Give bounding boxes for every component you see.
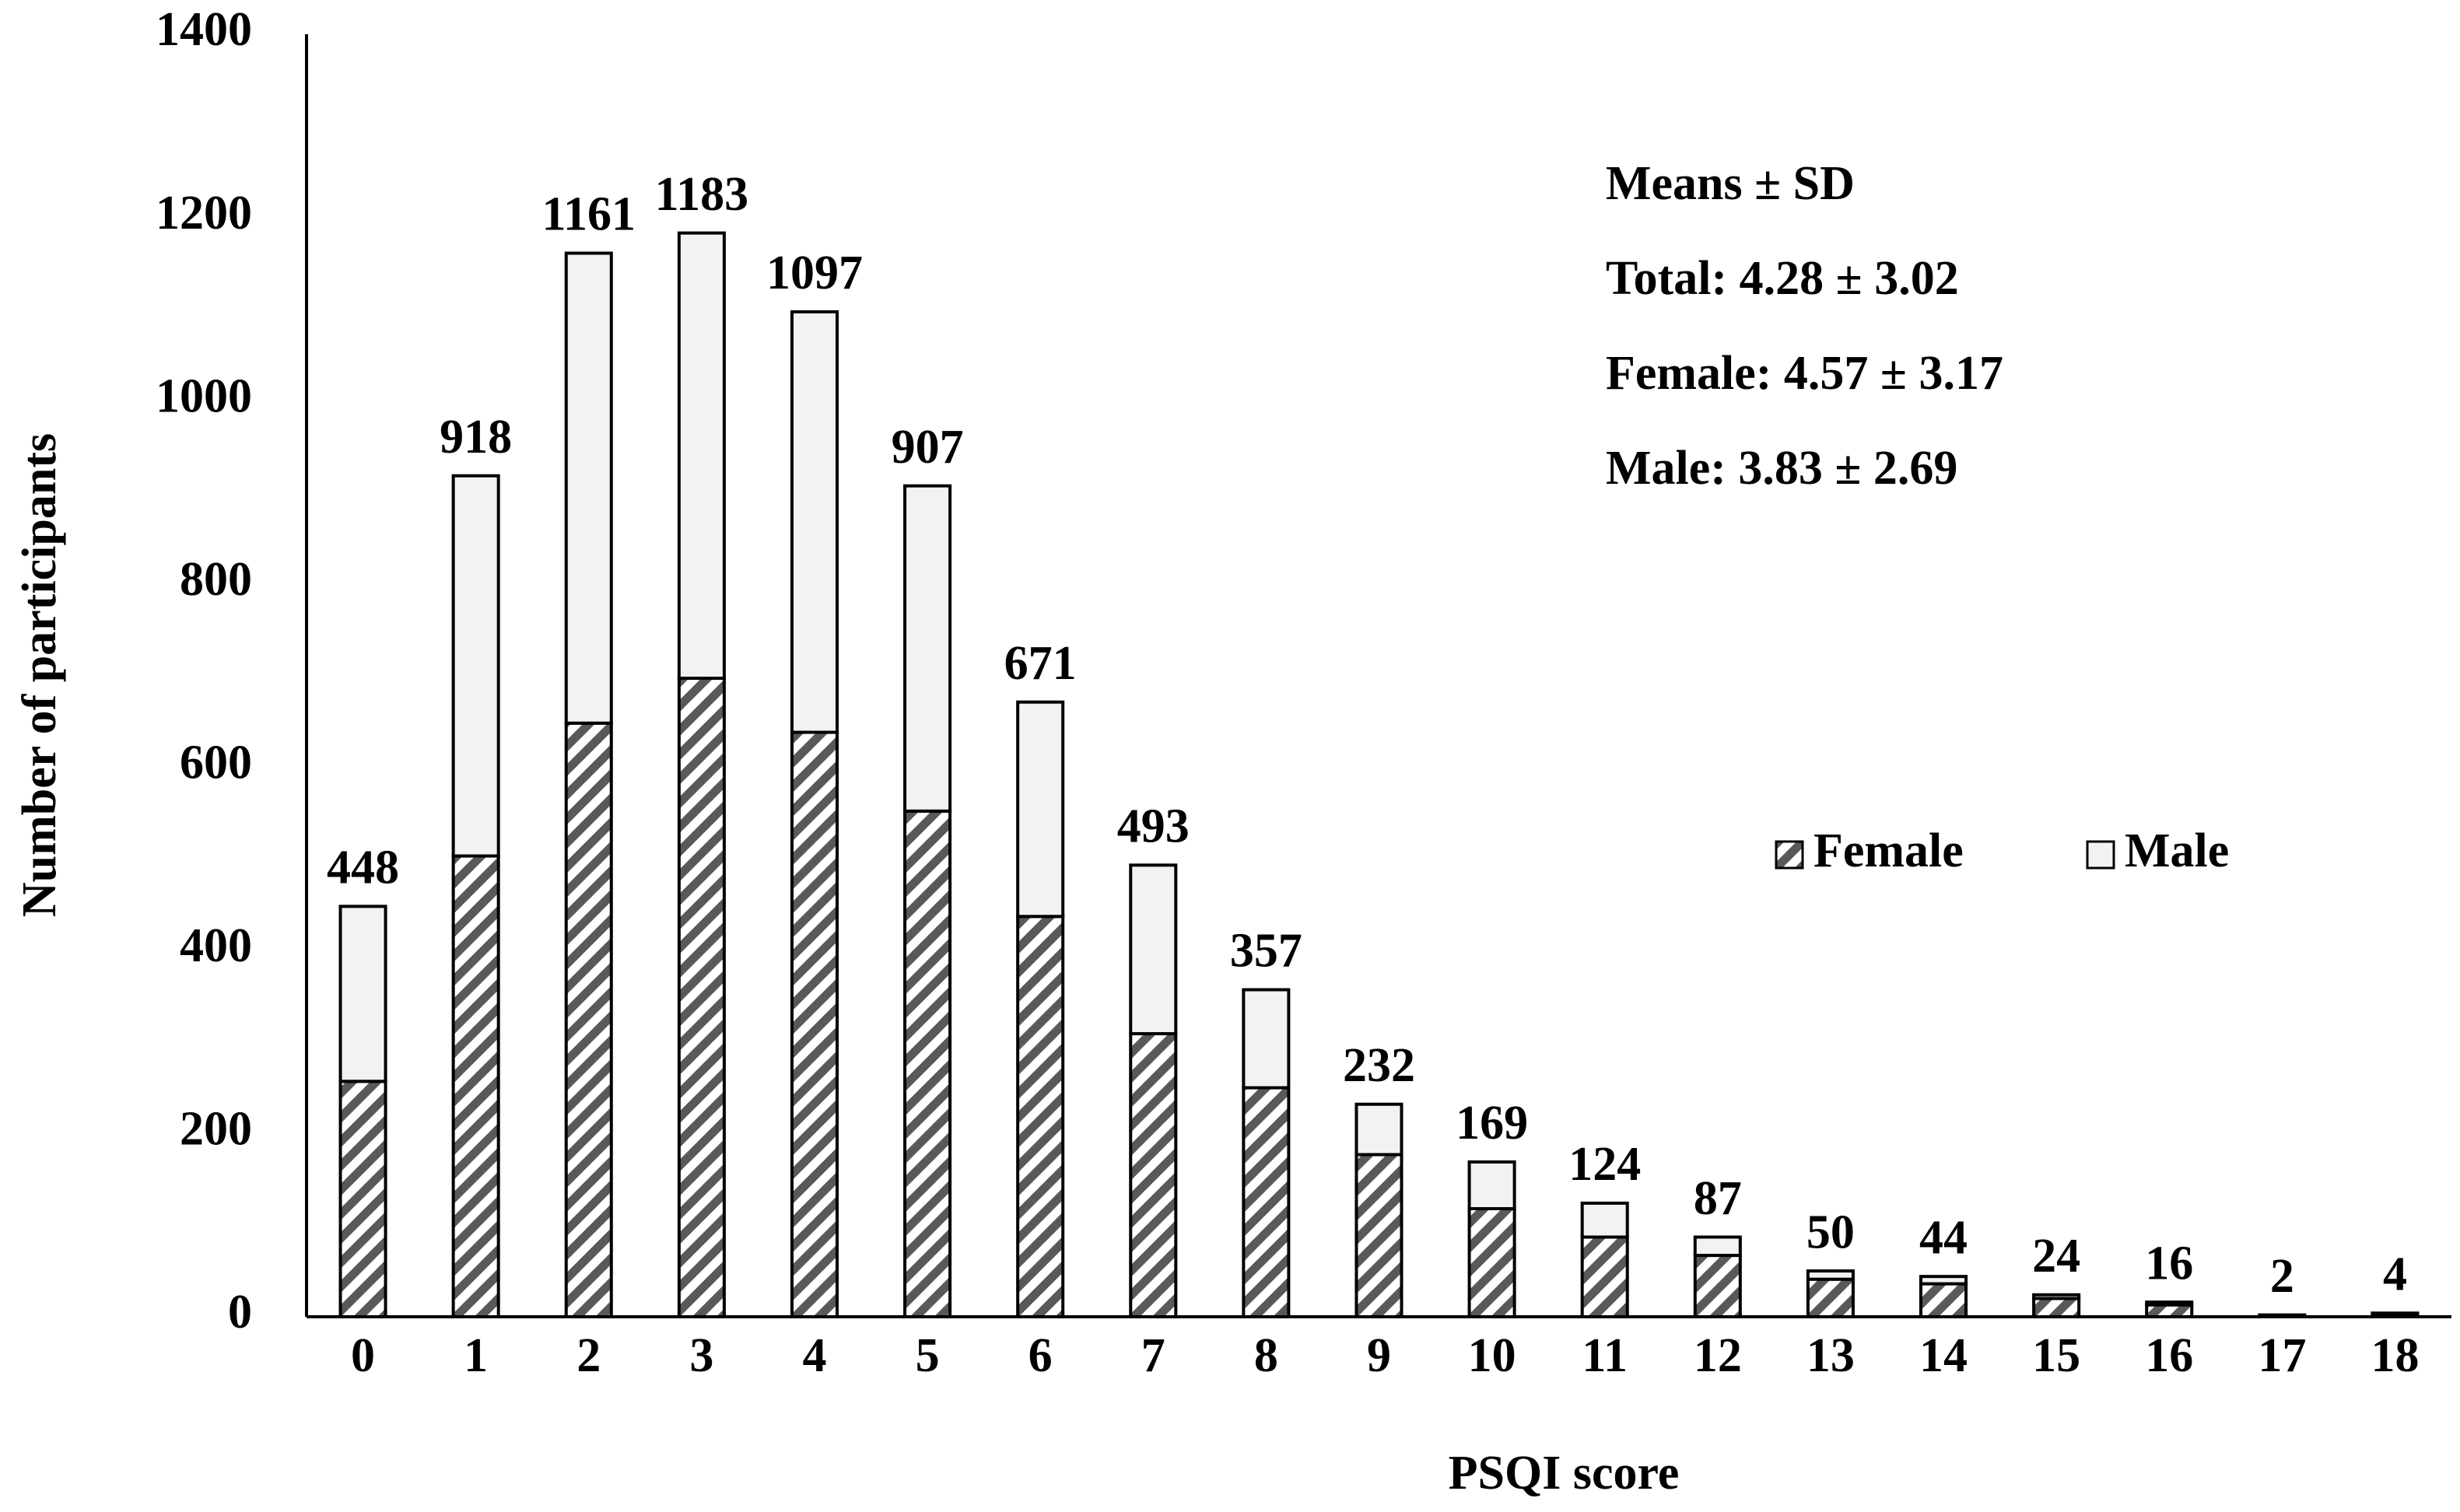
annotation: Male: 3.83 ± 2.69 (1606, 442, 1957, 495)
x-tick-label: 0 (351, 1329, 375, 1382)
total-label: 87 (1694, 1172, 1742, 1225)
x-tick-label: 16 (2145, 1329, 2193, 1382)
bar-segment (1467, 1160, 1516, 1211)
x-tick-label: 15 (2032, 1329, 2080, 1382)
y-tick-label: 200 (180, 1103, 252, 1156)
bar-segment (338, 905, 387, 1083)
bar-segment (451, 854, 500, 1318)
legend-label: Male (2125, 824, 2229, 877)
total-label: 493 (1117, 800, 1190, 853)
total-label: 24 (2032, 1230, 2080, 1283)
y-tick-label: 0 (228, 1286, 252, 1339)
legend-label: Female (1813, 824, 1964, 877)
x-tick-label: 1 (464, 1329, 488, 1382)
bar-segment (1806, 1269, 1855, 1281)
bar-segment (564, 721, 613, 1318)
x-tick-label: 11 (1582, 1329, 1628, 1382)
x-tick-label: 18 (2371, 1329, 2419, 1382)
total-label: 918 (440, 411, 512, 464)
x-tick-label: 13 (1806, 1329, 1855, 1382)
bar-segment (1129, 863, 1178, 1036)
bar-segment (338, 1080, 387, 1319)
bar-segment (1467, 1207, 1516, 1318)
x-tick-label: 7 (1141, 1329, 1165, 1382)
bar-segment (2145, 1303, 2194, 1319)
total-label: 124 (1568, 1138, 1641, 1191)
total-label: 50 (1806, 1206, 1855, 1258)
bar-segment (1919, 1282, 1968, 1319)
bar-segment (1016, 915, 1065, 1319)
bar-segment (903, 809, 952, 1318)
bar-segment (451, 474, 500, 858)
legend-swatch (1775, 840, 1804, 870)
bar-segment (677, 677, 726, 1318)
x-tick-label: 9 (1367, 1329, 1391, 1382)
total-label: 1097 (766, 247, 863, 299)
bar-segment (1242, 1086, 1291, 1319)
bar-segment (903, 484, 952, 813)
annotation: Means ± SD (1606, 157, 1855, 210)
total-label: 1161 (541, 188, 636, 241)
bar-segment (1242, 988, 1291, 1090)
bar-segment (1806, 1277, 1855, 1319)
bar-segment (2371, 1311, 2420, 1316)
x-tick-label: 17 (2258, 1329, 2306, 1382)
x-tick-label: 14 (1919, 1329, 1968, 1382)
total-label: 232 (1343, 1039, 1415, 1092)
y-tick-label: 600 (180, 737, 252, 789)
bar-segment (1693, 1235, 1742, 1258)
bar-segment (2032, 1293, 2081, 1300)
y-tick-label: 1400 (156, 3, 252, 56)
bar-segment (2145, 1300, 2194, 1307)
total-label: 1183 (655, 168, 749, 221)
annotation: Female: 4.57 ± 3.17 (1606, 347, 2003, 400)
x-tick-label: 6 (1029, 1329, 1053, 1382)
bar-segment (1580, 1201, 1629, 1239)
bar-segment (1693, 1254, 1742, 1319)
y-tick-label: 1000 (156, 369, 252, 422)
bar-segment (564, 251, 613, 725)
bar-segment (1016, 700, 1065, 919)
total-label: 2 (2270, 1250, 2294, 1303)
x-tick-label: 5 (916, 1329, 940, 1382)
bar-segment (1354, 1153, 1403, 1318)
y-tick-label: 1200 (156, 187, 252, 240)
total-label: 448 (327, 842, 399, 894)
bar-segment (1354, 1102, 1403, 1157)
x-tick-label: 2 (576, 1329, 601, 1382)
x-tick-label: 8 (1254, 1329, 1278, 1382)
bar-segment (1580, 1235, 1629, 1319)
total-label: 44 (1919, 1211, 1968, 1264)
total-label: 907 (892, 421, 964, 474)
x-tick-label: 3 (689, 1329, 713, 1382)
x-axis-title: PSQI score (1449, 1447, 1680, 1500)
total-label: 671 (1004, 637, 1077, 690)
bar-segment (2032, 1297, 2081, 1319)
total-label: 357 (1230, 925, 1302, 978)
y-tick-label: 400 (180, 919, 252, 972)
annotation: Total: 4.28 ± 3.02 (1606, 252, 1959, 305)
bar-segment (1919, 1275, 1968, 1286)
legend-swatch (2086, 840, 2115, 870)
bar-segment (677, 231, 726, 681)
total-label: 16 (2145, 1237, 2193, 1290)
y-tick-label: 800 (180, 553, 252, 606)
bar-segment (790, 310, 839, 734)
x-tick-label: 10 (1468, 1329, 1516, 1382)
bar-segment (790, 730, 839, 1318)
bar-segment (1129, 1032, 1178, 1318)
x-tick-label: 4 (802, 1329, 826, 1382)
total-label: 169 (1456, 1097, 1528, 1150)
y-axis-title: Number of participants (13, 433, 66, 917)
total-label: 4 (2383, 1248, 2407, 1301)
x-tick-label: 12 (1694, 1329, 1742, 1382)
